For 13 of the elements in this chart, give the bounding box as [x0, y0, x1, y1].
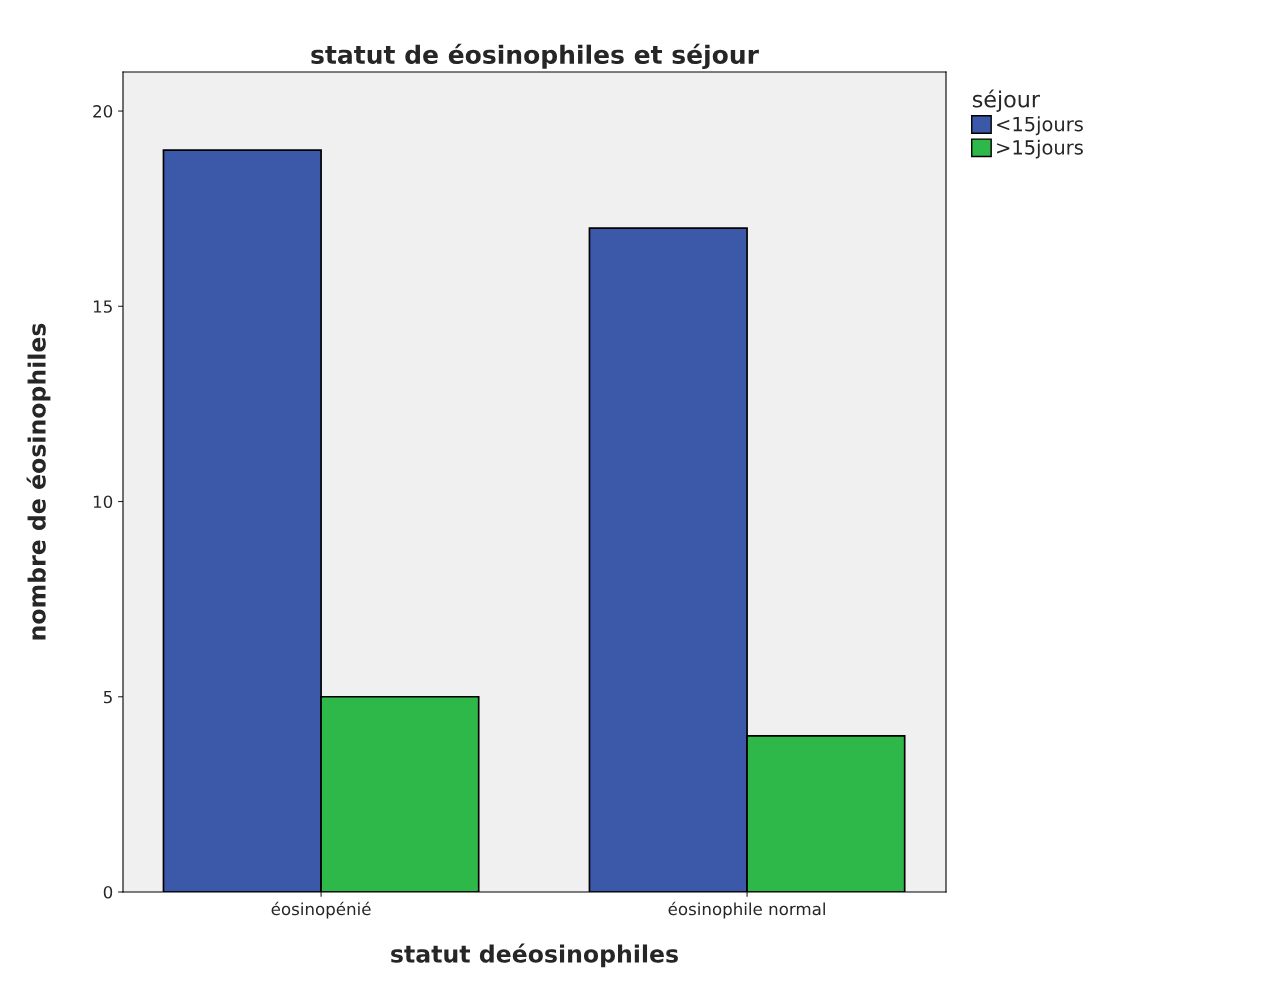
y-tick-label: 15	[93, 300, 112, 313]
legend-label: <15jours	[997, 116, 1083, 136]
y-tick-label: 20	[93, 105, 113, 118]
y-tick-label: 0	[103, 885, 113, 899]
legend-title: séjour	[972, 89, 1040, 112]
legend-label: >15jours	[997, 139, 1083, 159]
chart-title: statut de éosinophiles et séjour	[311, 43, 759, 70]
x-tick-label: éosinophile normal	[668, 901, 825, 919]
x-tick-label: éosinopénié	[271, 901, 371, 919]
x-axis-title: statut deéosinophiles	[391, 943, 678, 968]
y-tick-label: 5	[103, 690, 112, 704]
y-axis-title: nombre de éosinophiles	[26, 323, 51, 640]
y-tick-label: 10	[93, 495, 113, 509]
